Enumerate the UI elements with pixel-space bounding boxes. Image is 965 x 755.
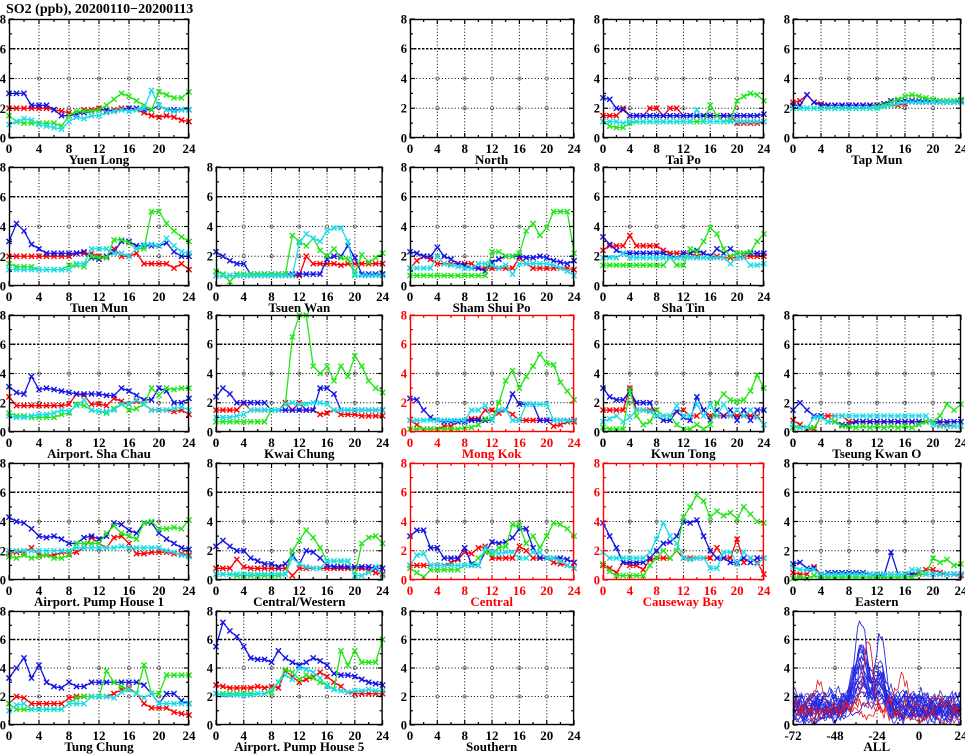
svg-text:8: 8 (207, 309, 213, 323)
svg-text:4: 4 (207, 661, 214, 675)
svg-text:8: 8 (400, 457, 406, 471)
svg-text:2: 2 (400, 102, 406, 116)
svg-text:2: 2 (207, 544, 213, 558)
svg-text:6: 6 (400, 486, 406, 500)
svg-text:4: 4 (400, 220, 407, 234)
svg-text:6: 6 (594, 42, 600, 56)
svg-text:2: 2 (207, 396, 213, 410)
svg-text:4: 4 (400, 367, 407, 381)
svg-text:2: 2 (784, 396, 790, 410)
svg-text:8: 8 (400, 605, 406, 619)
svg-text:4: 4 (784, 72, 791, 86)
svg-text:8: 8 (0, 309, 6, 323)
svg-text:6: 6 (784, 486, 790, 500)
svg-text:2: 2 (594, 396, 600, 410)
svg-text:6: 6 (400, 190, 406, 204)
svg-text:8: 8 (0, 457, 6, 471)
svg-text:4: 4 (207, 220, 214, 234)
svg-text:6: 6 (0, 338, 6, 352)
svg-text:6: 6 (594, 486, 600, 500)
svg-text:4: 4 (0, 515, 7, 529)
svg-text:8: 8 (0, 13, 6, 27)
svg-text:6: 6 (207, 338, 213, 352)
svg-text:2: 2 (0, 396, 6, 410)
svg-text:8: 8 (594, 457, 600, 471)
svg-text:2: 2 (594, 250, 600, 264)
svg-text:4: 4 (0, 72, 7, 86)
svg-text:6: 6 (207, 633, 213, 647)
svg-text:4: 4 (0, 367, 7, 381)
svg-text:8: 8 (207, 605, 213, 619)
svg-text:6: 6 (594, 338, 600, 352)
svg-text:4: 4 (400, 72, 407, 86)
svg-text:2: 2 (0, 690, 6, 704)
svg-text:8: 8 (784, 309, 790, 323)
svg-text:8: 8 (594, 309, 600, 323)
svg-text:2: 2 (784, 102, 790, 116)
svg-text:8: 8 (594, 161, 600, 175)
svg-text:2: 2 (400, 690, 406, 704)
svg-text:6: 6 (207, 190, 213, 204)
svg-text:6: 6 (0, 190, 6, 204)
svg-text:4: 4 (207, 367, 214, 381)
svg-text:4: 4 (400, 515, 407, 529)
svg-text:4: 4 (594, 220, 601, 234)
svg-text:2: 2 (400, 544, 406, 558)
svg-text:6: 6 (784, 42, 790, 56)
svg-text:8: 8 (400, 309, 406, 323)
svg-text:8: 8 (594, 13, 600, 27)
svg-text:6: 6 (0, 42, 6, 56)
svg-text:6: 6 (0, 633, 6, 647)
svg-text:4: 4 (594, 367, 601, 381)
svg-text:8: 8 (784, 605, 790, 619)
svg-text:6: 6 (400, 42, 406, 56)
svg-text:4: 4 (594, 72, 601, 86)
svg-text:8: 8 (207, 457, 213, 471)
svg-text:2: 2 (0, 102, 6, 116)
svg-text:6: 6 (784, 338, 790, 352)
svg-text:6: 6 (0, 486, 6, 500)
svg-text:2: 2 (207, 250, 213, 264)
svg-text:4: 4 (207, 515, 214, 529)
svg-text:4: 4 (784, 662, 791, 676)
svg-text:8: 8 (0, 605, 6, 619)
svg-text:4: 4 (400, 661, 407, 675)
svg-text:8: 8 (784, 13, 790, 27)
svg-text:2: 2 (0, 250, 6, 264)
svg-text:2: 2 (594, 544, 600, 558)
svg-text:2: 2 (400, 396, 406, 410)
svg-text:6: 6 (594, 190, 600, 204)
svg-text:4: 4 (784, 515, 791, 529)
svg-text:2: 2 (784, 690, 790, 704)
svg-text:4: 4 (784, 367, 791, 381)
svg-text:6: 6 (400, 338, 406, 352)
svg-text:2: 2 (400, 250, 406, 264)
svg-text:4: 4 (0, 662, 7, 676)
svg-text:2: 2 (0, 544, 6, 558)
svg-text:6: 6 (784, 633, 790, 647)
svg-text:2: 2 (594, 102, 600, 116)
svg-text:8: 8 (400, 13, 406, 27)
svg-text:8: 8 (0, 161, 6, 175)
svg-text:2: 2 (784, 544, 790, 558)
svg-text:8: 8 (207, 161, 213, 175)
svg-text:8: 8 (784, 457, 790, 471)
svg-text:4: 4 (594, 515, 601, 529)
svg-text:8: 8 (400, 161, 406, 175)
svg-text:6: 6 (400, 633, 406, 647)
svg-text:2: 2 (207, 690, 213, 704)
svg-text:4: 4 (0, 220, 7, 234)
svg-text:6: 6 (207, 486, 213, 500)
